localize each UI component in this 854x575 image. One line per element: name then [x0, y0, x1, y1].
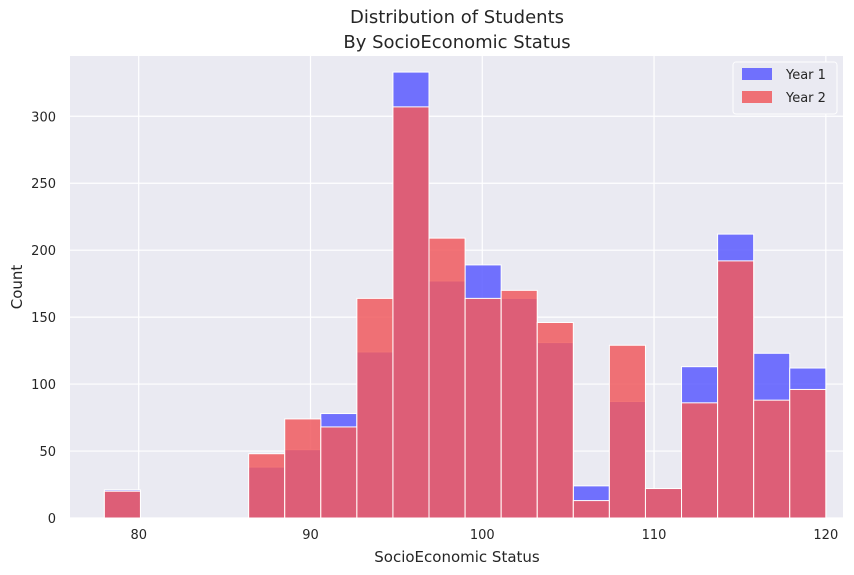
bar-year-2: [284, 418, 322, 519]
x-tick-label: 110: [642, 528, 667, 543]
legend-label-year-2: Year 2: [785, 91, 826, 106]
bar-year-2: [500, 289, 538, 519]
bar-year-2: [681, 402, 719, 519]
bar-year-2: [392, 106, 430, 519]
legend-label-year-1: Year 1: [785, 68, 826, 83]
y-tick-label: 150: [31, 311, 56, 326]
bar-year-2: [717, 260, 755, 519]
legend-swatch-year-2: [742, 91, 772, 103]
bars: [103, 71, 827, 519]
y-tick-label: 50: [39, 445, 56, 460]
bar-year-2: [320, 426, 358, 519]
x-axis-label: SocioEconomic Status: [374, 548, 540, 566]
x-tick-label: 90: [302, 528, 319, 543]
y-axis-label: Count: [8, 265, 26, 310]
y-tick-label: 0: [48, 512, 56, 527]
y-tick-label: 300: [31, 110, 56, 125]
chart-title-line-2: By SocioEconomic Status: [343, 32, 570, 53]
y-tick-label: 200: [31, 244, 56, 259]
x-tick-label: 100: [470, 528, 495, 543]
legend-swatch-year-1: [742, 68, 772, 80]
x-tick-label: 120: [813, 528, 838, 543]
y-tick-label: 250: [31, 177, 56, 192]
x-tick-label: 80: [130, 528, 147, 543]
chart-title-line-1: Distribution of Students: [350, 7, 564, 28]
bar-year-2: [248, 453, 286, 519]
bar-year-2: [356, 297, 394, 519]
bar-year-2: [536, 321, 574, 519]
bar-year-2: [428, 237, 466, 519]
bar-year-2: [572, 500, 610, 519]
legend: Year 1 Year 2: [732, 61, 838, 115]
y-tick-labels: 0 50 100 150 200 250 300: [31, 110, 56, 527]
bar-year-2: [789, 388, 827, 519]
x-tick-labels: 80 90 100 110 120: [130, 528, 838, 543]
bar-year-2: [608, 344, 646, 519]
y-tick-label: 100: [31, 378, 56, 393]
bar-year-2: [644, 488, 683, 519]
bar-year-2: [464, 297, 502, 519]
bar-year-2: [103, 490, 141, 519]
bar-year-2: [753, 399, 791, 519]
